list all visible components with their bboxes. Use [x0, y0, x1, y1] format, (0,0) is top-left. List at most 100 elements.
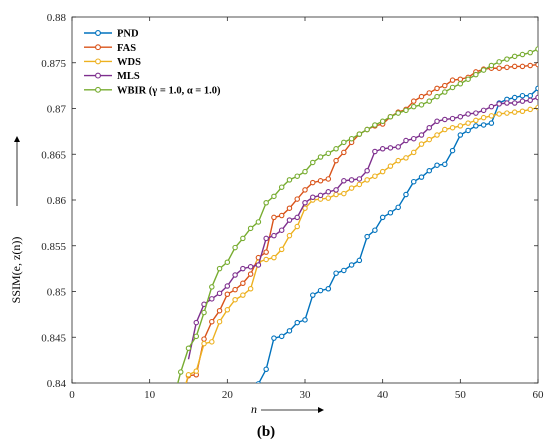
x-tick-label: 30 [300, 389, 312, 401]
data-point-mls [271, 232, 277, 239]
data-point-mls [395, 144, 401, 150]
data-point-wds [348, 185, 355, 191]
data-point-wbir [263, 199, 269, 206]
data-point-mls [434, 118, 440, 125]
data-point-fas [426, 90, 433, 96]
x-axis-title: n [251, 402, 324, 416]
legend-swatch-marker [95, 30, 101, 36]
data-point-pnd [372, 227, 378, 233]
data-point-wds [232, 296, 238, 303]
data-point-pnd [348, 262, 355, 268]
data-point-wds [356, 181, 363, 188]
data-point-wds [263, 256, 269, 263]
data-point-wds [209, 339, 215, 345]
data-point-wds [480, 114, 487, 121]
data-point-wds [504, 110, 510, 116]
legend: PND FAS WDS MLS WBIR (γ = 1.0, α = 1.0) [77, 21, 269, 101]
data-point-wds [488, 113, 495, 119]
data-point-mls [317, 192, 324, 199]
data-point-wbir [372, 122, 378, 128]
y-tick-label: 0.88 [47, 12, 67, 24]
data-point-wds [496, 111, 502, 117]
data-point-mls [193, 319, 200, 326]
data-point-pnd [434, 162, 440, 168]
legend-item-wbir: WBIR (γ = 1.0, α = 1.0) [84, 85, 221, 96]
data-point-wbir [286, 177, 293, 183]
data-point-mls [310, 194, 316, 201]
series-line-mls [187, 96, 538, 360]
data-point-mls [410, 135, 417, 142]
data-point-mls [511, 100, 518, 106]
data-point-mls [278, 227, 285, 233]
tick-layer: 0 10 20 30 40 50 60 0.84 0.845 0.85 0.855 0.86 0.865… [41, 12, 544, 401]
data-point-wbir [527, 49, 533, 56]
data-point-wds [403, 155, 409, 161]
y-tick-label: 0.85 [47, 287, 67, 299]
data-point-fas [286, 205, 293, 211]
data-point-pnd [286, 328, 293, 334]
x-tick-label: 50 [455, 389, 467, 401]
data-point-pnd [473, 123, 479, 129]
data-point-wbir [480, 67, 487, 73]
data-point-fas [317, 178, 324, 184]
data-point-wbir [341, 139, 347, 146]
data-point-pnd [294, 319, 300, 326]
data-point-wbir [255, 219, 262, 225]
data-point-fas [527, 62, 533, 69]
series-wds [185, 104, 538, 383]
data-point-wds [395, 157, 401, 164]
data-point-mls [449, 115, 456, 122]
series-mls [187, 94, 538, 360]
data-point-fas [418, 93, 425, 100]
data-point-fas [201, 336, 207, 342]
data-point-pnd [403, 191, 409, 198]
y-tick-label: 0.855 [41, 241, 66, 253]
data-point-wds [286, 232, 293, 239]
data-point-mls [247, 264, 254, 270]
data-point-wbir [364, 126, 370, 133]
data-point-fas [341, 149, 347, 156]
data-point-fas [449, 77, 456, 83]
data-point-wds [527, 106, 533, 113]
data-point-wbir [511, 53, 518, 60]
data-point-wds [410, 149, 417, 156]
data-point-wds [457, 123, 464, 129]
data-point-wds [511, 109, 518, 115]
data-point-wbir [387, 113, 394, 120]
x-axis-arrow-head [318, 407, 324, 413]
data-point-fas [310, 179, 316, 186]
data-point-pnd [271, 335, 277, 341]
data-point-pnd [325, 286, 332, 292]
data-point-pnd [426, 167, 433, 174]
data-point-mls [465, 111, 471, 117]
x-tick-label: 60 [533, 389, 545, 401]
data-point-fas [278, 212, 285, 219]
data-point-mls [348, 177, 355, 183]
data-point-pnd [410, 178, 417, 185]
data-point-wds [201, 340, 207, 347]
data-point-wds [442, 126, 448, 133]
data-point-fas [271, 214, 277, 221]
data-point-wbir [240, 235, 246, 242]
legend-items: PND FAS WDS MLS WBIR (γ = 1.0, α = 1.0) [84, 29, 221, 96]
data-point-fas [240, 280, 246, 287]
data-point-fas [333, 157, 339, 164]
data-point-mls [333, 187, 339, 193]
data-point-fas [434, 85, 440, 92]
data-point-wds [519, 108, 526, 114]
data-point-pnd [457, 132, 464, 138]
y-axis-arrow-head [14, 136, 20, 142]
data-point-wds [224, 307, 231, 313]
data-point-wbir [535, 46, 538, 52]
data-point-fas [457, 76, 464, 82]
data-point-pnd [278, 333, 285, 340]
data-point-wbir [348, 135, 355, 142]
data-point-pnd [379, 214, 386, 221]
data-point-mls [240, 265, 246, 272]
data-point-wbir [224, 259, 231, 265]
data-point-wbir [504, 56, 510, 62]
y-tick-label: 0.86 [47, 195, 67, 207]
legend-label: WDS [117, 57, 141, 68]
data-point-mls [224, 283, 231, 289]
